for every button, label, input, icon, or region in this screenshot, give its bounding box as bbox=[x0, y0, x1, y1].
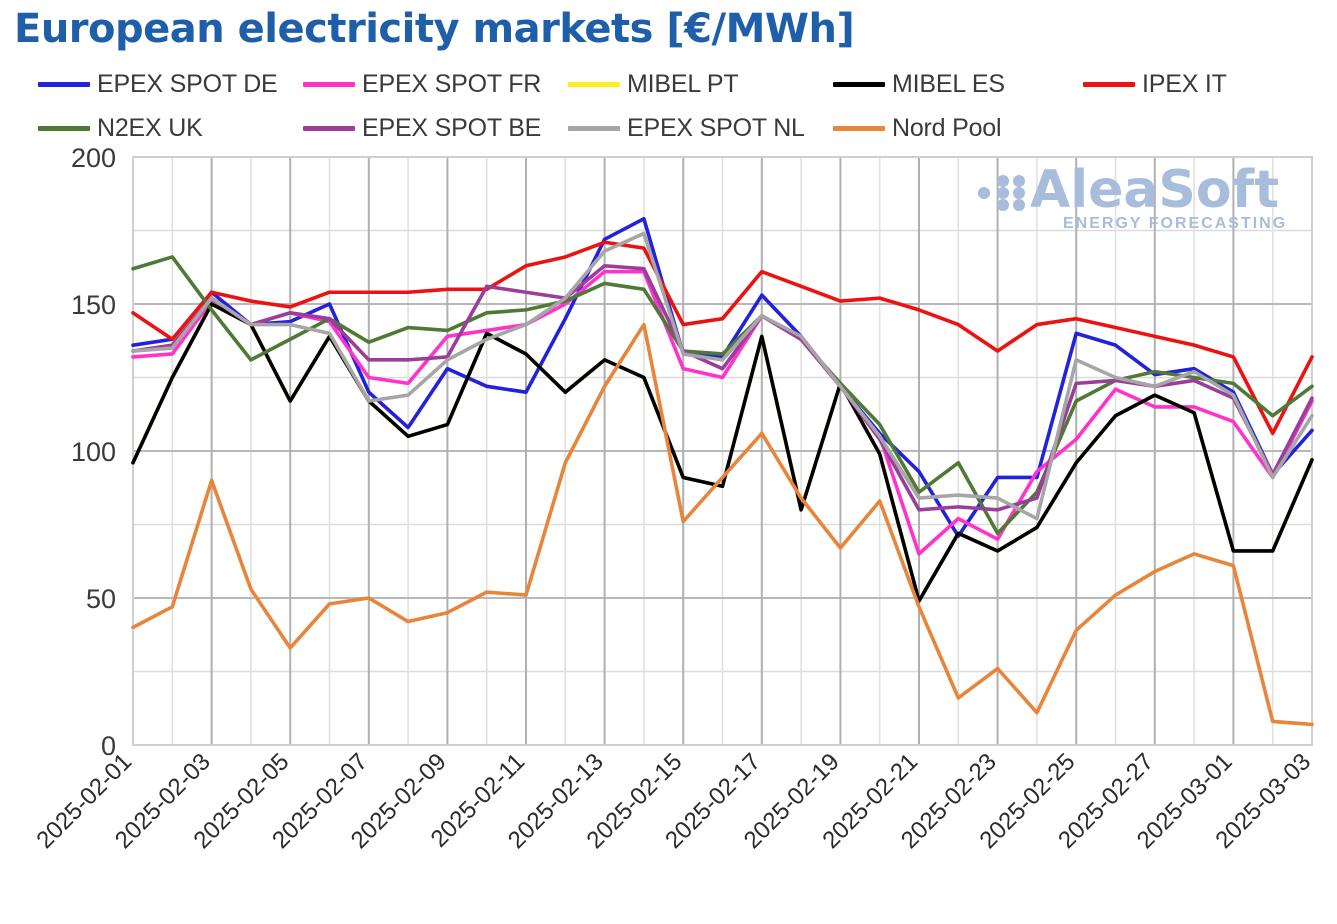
axis-frame bbox=[132, 156, 1313, 746]
legend-row-1: EPEX SPOT DE EPEX SPOT FR MIBEL PT MIBEL… bbox=[38, 62, 1328, 106]
series-lines bbox=[131, 216, 1314, 727]
legend-label-epex-spot-nl: EPEX SPOT NL bbox=[627, 113, 805, 142]
legend-item-epex-spot-de[interactable]: EPEX SPOT DE bbox=[38, 62, 303, 106]
legend-swatch-epex-spot-nl bbox=[568, 125, 620, 131]
legend-label-n2ex-uk: N2EX UK bbox=[97, 113, 203, 142]
legend-swatch-n2ex-uk bbox=[38, 125, 90, 131]
aleasoft-watermark: AleaSoft ENERGY FORECASTING bbox=[978, 160, 1287, 232]
y-tick-200: 200 bbox=[71, 143, 116, 173]
y-tick-50: 50 bbox=[86, 584, 116, 614]
legend-label-epex-spot-fr: EPEX SPOT FR bbox=[362, 69, 542, 98]
legend-item-n2ex-uk[interactable]: N2EX UK bbox=[38, 106, 303, 150]
legend-label-nord-pool: Nord Pool bbox=[892, 113, 1002, 142]
y-tick-150: 150 bbox=[71, 290, 116, 320]
series-line-epex-spot-be bbox=[131, 263, 1314, 512]
legend-swatch-epex-spot-fr bbox=[303, 81, 355, 87]
legend-swatch-epex-spot-de bbox=[38, 81, 90, 87]
page-title: European electricity markets [€/MWh] bbox=[14, 6, 855, 52]
watermark-tagline: ENERGY FORECASTING bbox=[1063, 215, 1287, 232]
legend-item-nord-pool[interactable]: Nord Pool bbox=[833, 106, 1002, 150]
y-tick-0: 0 bbox=[101, 731, 116, 761]
legend-label-mibel-es: MIBEL ES bbox=[892, 69, 1005, 98]
legend-swatch-mibel-pt bbox=[568, 81, 620, 87]
legend-swatch-epex-spot-be bbox=[303, 125, 355, 131]
watermark-brand: AleaSoft bbox=[1030, 160, 1279, 220]
y-tick-100: 100 bbox=[71, 437, 116, 467]
series-line-epex-spot-de bbox=[131, 216, 1314, 539]
legend-item-epex-spot-be[interactable]: EPEX SPOT BE bbox=[303, 106, 568, 150]
legend-label-ipex-it: IPEX IT bbox=[1142, 69, 1227, 98]
series-line-nord-pool bbox=[131, 322, 1314, 727]
legend-label-epex-spot-de: EPEX SPOT DE bbox=[97, 69, 278, 98]
legend-item-ipex-it[interactable]: IPEX IT bbox=[1083, 62, 1227, 106]
legend-swatch-mibel-es bbox=[833, 81, 885, 87]
series-line-epex-spot-nl bbox=[131, 231, 1314, 521]
legend-row-2: N2EX UK EPEX SPOT BE EPEX SPOT NL Nord P… bbox=[38, 106, 1328, 150]
legend-label-epex-spot-be: EPEX SPOT BE bbox=[362, 113, 542, 142]
y-axis-tick-labels: 0 50 100 150 200 bbox=[71, 143, 116, 761]
series-line-ipex-it bbox=[131, 240, 1314, 436]
legend-swatch-nord-pool bbox=[833, 125, 885, 131]
legend-swatch-ipex-it bbox=[1083, 81, 1135, 87]
series-line-epex-spot-fr bbox=[131, 269, 1314, 556]
legend-item-epex-spot-fr[interactable]: EPEX SPOT FR bbox=[303, 62, 568, 106]
legend-item-mibel-pt[interactable]: MIBEL PT bbox=[568, 62, 833, 106]
legend-label-mibel-pt: MIBEL PT bbox=[627, 69, 739, 98]
legend-item-mibel-es[interactable]: MIBEL ES bbox=[833, 62, 1083, 106]
chart-legend: EPEX SPOT DE EPEX SPOT FR MIBEL PT MIBEL… bbox=[38, 62, 1328, 150]
legend-item-epex-spot-nl[interactable]: EPEX SPOT NL bbox=[568, 106, 833, 150]
x-axis-tick-labels: 2025-02-012025-02-032025-02-052025-02-07… bbox=[31, 748, 1316, 854]
